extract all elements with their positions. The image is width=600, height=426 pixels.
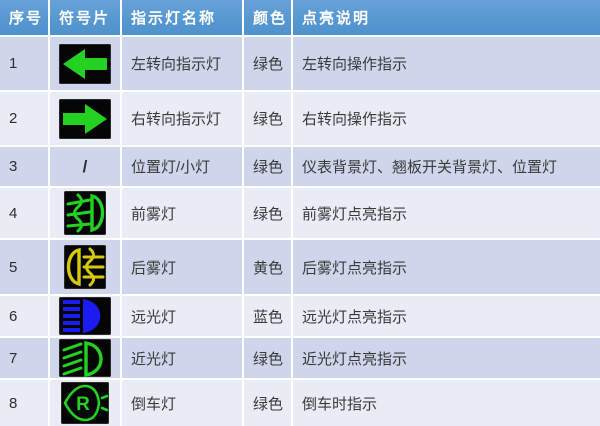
cell-color: 绿色 [244,338,291,378]
cell-description: 前雾灯点亮指示 [293,188,600,238]
header-cell-symbol: 符号片 [50,0,120,35]
cell-serial: 7 [0,338,48,378]
header-cell-serial: 序号 [0,0,48,35]
left-turn-arrow-icon [59,43,111,84]
cell-color: 绿色 [244,188,291,238]
cell-symbol: / [50,147,120,186]
cell-symbol: R [50,380,120,426]
cell-description: 仪表背景灯、翘板开关背景灯、位置灯 [293,147,600,186]
cell-symbol [50,338,120,378]
cell-symbol [50,92,120,145]
header-cell-name: 指示灯名称 [122,0,242,35]
svg-text:R: R [76,394,90,415]
cell-symbol [50,37,120,90]
header-cell-color: 颜色 [244,0,291,35]
cell-name: 位置灯/小灯 [122,147,242,186]
cell-description: 倒车时指示 [293,380,600,426]
cell-color: 绿色 [244,147,291,186]
cell-color: 黄色 [244,240,291,294]
cell-symbol [50,188,120,238]
cell-description: 左转向操作指示 [293,37,600,90]
cell-color: 绿色 [244,380,291,426]
cell-color: 绿色 [244,92,291,145]
cell-name: 右转向指示灯 [122,92,242,145]
cell-name: 远光灯 [122,296,242,336]
cell-serial: 8 [0,380,48,426]
cell-description: 远光灯点亮指示 [293,296,600,336]
cell-name: 左转向指示灯 [122,37,242,90]
front-fog-light-icon [64,191,106,235]
cell-serial: 5 [0,240,48,294]
cell-color: 绿色 [244,37,291,90]
cell-description: 后雾灯点亮指示 [293,240,600,294]
cell-serial: 2 [0,92,48,145]
cell-description: 右转向操作指示 [293,92,600,145]
cell-color: 蓝色 [244,296,291,336]
cell-symbol [50,296,120,336]
low-beam-icon [59,339,111,377]
right-turn-arrow-icon [59,98,111,139]
cell-serial: 1 [0,37,48,90]
cell-serial: 6 [0,296,48,336]
rear-fog-light-icon [64,245,106,289]
high-beam-icon [59,297,111,335]
cell-name: 后雾灯 [122,240,242,294]
cell-serial: 4 [0,188,48,238]
cell-name: 倒车灯 [122,380,242,426]
cell-description: 近光灯点亮指示 [293,338,600,378]
cell-name: 前雾灯 [122,188,242,238]
cell-name: 近光灯 [122,338,242,378]
reverse-light-icon: R [61,382,109,424]
header-cell-description: 点亮说明 [293,0,600,35]
cell-serial: 3 [0,147,48,186]
cell-symbol [50,240,120,294]
slash-symbol: / [82,156,88,176]
